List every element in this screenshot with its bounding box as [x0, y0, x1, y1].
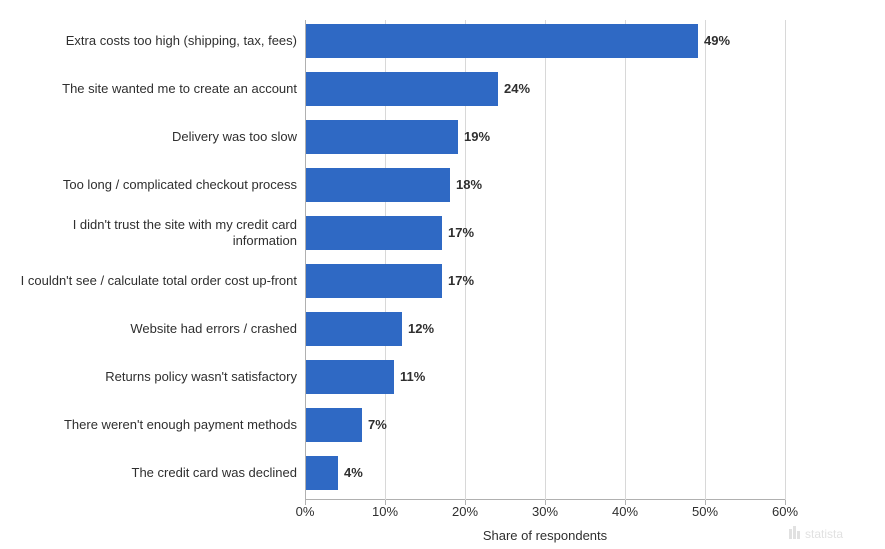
category-label: Extra costs too high (shipping, tax, fee… — [7, 24, 297, 58]
bar-value-label: 18% — [450, 168, 482, 202]
bar[interactable] — [306, 360, 394, 394]
bar-value-label: 12% — [402, 312, 434, 346]
statista-logo: statista — [789, 525, 877, 543]
bar-row: 24% — [305, 72, 785, 106]
category-label: Returns policy wasn't satisfactory — [7, 360, 297, 394]
bar-row: 49% — [305, 24, 785, 58]
x-tick-label: 20% — [452, 504, 478, 519]
bar-row: 17% — [305, 264, 785, 298]
bar[interactable] — [306, 24, 698, 58]
category-label: Too long / complicated checkout process — [7, 168, 297, 202]
x-tick-label: 50% — [692, 504, 718, 519]
bar[interactable] — [306, 72, 498, 106]
bar-value-label: 7% — [362, 408, 387, 442]
bar-row: 4% — [305, 456, 785, 490]
category-label: The site wanted me to create an account — [7, 72, 297, 106]
category-label: The credit card was declined — [7, 456, 297, 490]
category-label: I couldn't see / calculate total order c… — [7, 264, 297, 298]
bar[interactable] — [306, 408, 362, 442]
bar-row: 17% — [305, 216, 785, 250]
x-tick-label: 40% — [612, 504, 638, 519]
category-label: Delivery was too slow — [7, 120, 297, 154]
bar-row: 12% — [305, 312, 785, 346]
bar-row: 11% — [305, 360, 785, 394]
bar-value-label: 17% — [442, 264, 474, 298]
category-label: There weren't enough payment methods — [7, 408, 297, 442]
bar-value-label: 49% — [698, 24, 730, 58]
category-label: I didn't trust the site with my credit c… — [7, 216, 297, 250]
bar-chart: 49%24%19%18%17%17%12%11%7%4% Share of re… — [0, 10, 885, 549]
bar[interactable] — [306, 312, 402, 346]
x-tick-label: 0% — [296, 504, 315, 519]
bar-value-label: 11% — [394, 360, 425, 394]
bar[interactable] — [306, 456, 338, 490]
plot-area: 49%24%19%18%17%17%12%11%7%4% — [305, 20, 785, 500]
bar[interactable] — [306, 168, 450, 202]
bar[interactable] — [306, 216, 442, 250]
bar-row: 18% — [305, 168, 785, 202]
x-axis-title: Share of respondents — [305, 528, 785, 543]
bar-value-label: 24% — [498, 72, 530, 106]
bar-value-label: 4% — [338, 456, 363, 490]
x-tick-label: 60% — [772, 504, 798, 519]
bar[interactable] — [306, 264, 442, 298]
gridline — [785, 20, 786, 500]
x-tick-label: 10% — [372, 504, 398, 519]
bar-value-label: 17% — [442, 216, 474, 250]
category-label: Website had errors / crashed — [7, 312, 297, 346]
svg-text:statista: statista — [805, 527, 843, 541]
bar[interactable] — [306, 120, 458, 154]
bar-value-label: 19% — [458, 120, 490, 154]
bar-row: 19% — [305, 120, 785, 154]
bar-row: 7% — [305, 408, 785, 442]
x-tick-label: 30% — [532, 504, 558, 519]
